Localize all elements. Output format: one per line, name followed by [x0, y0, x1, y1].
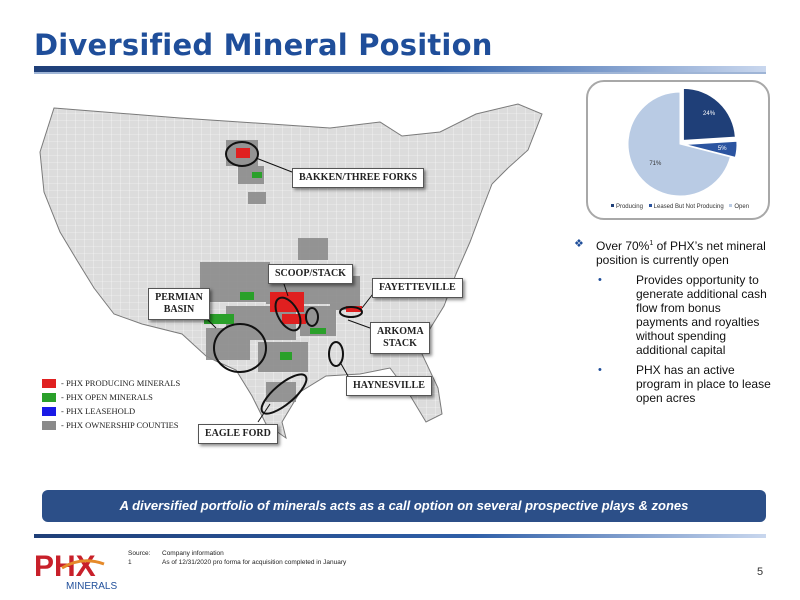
pie-chart: 24% 5% 71%	[627, 87, 738, 197]
pie-legend-dot	[729, 204, 733, 208]
play-ellipses	[213, 141, 363, 415]
legend-swatch	[42, 378, 56, 388]
pie-chart-panel: 24% 5% 71% Producing Leased But Not Produc…	[586, 80, 770, 220]
callout-scoop-stack: SCOOP/STACK	[268, 264, 353, 284]
legend-item-producing: - PHX PRODUCING MINERALS	[42, 377, 180, 389]
legend-label: - PHX OPEN MINERALS	[61, 392, 153, 402]
callout-arkoma: ARKOMA STACK	[370, 322, 430, 354]
pie-data-label: 5%	[718, 146, 727, 152]
page-number: 5	[757, 566, 764, 578]
pie-legend-label: Open	[734, 204, 750, 210]
footnote-text: As of 12/31/2020 pro forma for acquisiti…	[162, 559, 347, 566]
footnote-marker: 1	[649, 240, 654, 247]
legend-swatch	[42, 406, 56, 416]
open-minerals	[204, 172, 326, 360]
footnote-text: Company information	[162, 550, 224, 557]
key-points: ❖ Over 70%1 of PHX’s net mineral positio…	[572, 237, 772, 405]
bullet-sub-2: • PHX has an active program in place to …	[572, 363, 772, 405]
pie-legend-label: Leased But Not Producing	[653, 204, 724, 210]
footnote-label: 1	[128, 559, 132, 566]
dot-bullet-icon: •	[598, 364, 602, 376]
bullet-main: ❖ Over 70%1 of PHX’s net mineral positio…	[572, 237, 772, 267]
us-mineral-map: BAKKEN/THREE FORKS SCOOP/STACK PERMIAN B…	[30, 92, 570, 452]
legend-label: - PHX LEASEHOLD	[61, 406, 136, 416]
footnote-label: Source:	[128, 550, 151, 557]
legend-swatch	[42, 420, 56, 430]
callout-fayetteville: FAYETTEVILLE	[372, 278, 463, 298]
slide-title: Diversified Mineral Position	[34, 28, 493, 62]
pie-legend-dot	[610, 204, 614, 208]
pie-slice-producing	[682, 87, 736, 141]
summary-banner: A diversified portfolio of minerals acts…	[42, 490, 766, 522]
bullet-main-suffix: of PHX’s net mineral position is current…	[596, 239, 766, 267]
footnote-1: 1 As of 12/31/2020 pro forma for acquisit…	[128, 558, 346, 567]
pie-legend-dot	[648, 204, 652, 208]
title-rule-accent	[34, 72, 766, 74]
pie-data-label: 24%	[703, 111, 716, 117]
callout-permian: PERMIAN BASIN	[148, 288, 210, 320]
legend-label: - PHX PRODUCING MINERALS	[61, 378, 181, 388]
legend-item-leasehold: - PHX LEASEHOLD	[42, 405, 135, 417]
phx-minerals-logo: PHX MINERALS	[32, 546, 124, 592]
bullet-sub-text: Provides opportunity to generate additio…	[636, 273, 767, 357]
footnote-source: Source: Company information	[128, 549, 346, 558]
footnotes: Source: Company information 1 As of 12/31/…	[128, 549, 346, 567]
callout-haynesville: HAYNESVILLE	[346, 376, 432, 396]
pie-legend-label: Producing	[615, 204, 643, 210]
logo-word: MINERALS	[66, 581, 117, 592]
bullet-main-prefix: Over 70%	[596, 239, 650, 253]
diamond-bullet-icon: ❖	[574, 238, 584, 250]
map-legend: - PHX PRODUCING MINERALS - PHX OPEN MINE…	[38, 375, 188, 437]
legend-swatch	[42, 392, 56, 402]
callout-bakken: BAKKEN/THREE FORKS	[292, 168, 425, 188]
bullet-sub-text: PHX has an active program in place to le…	[636, 363, 771, 405]
pie-slice-open	[627, 91, 731, 197]
logo-graphic: PHX MINERALS	[34, 550, 117, 592]
title-rule	[34, 66, 766, 72]
legend-label: - PHX OWNERSHIP COUNTIES	[61, 420, 179, 430]
dot-bullet-icon: •	[598, 274, 602, 286]
footer-rule	[34, 534, 766, 538]
bullet-sub-1: • Provides opportunity to generate addit…	[572, 273, 772, 357]
logo-swoosh	[61, 559, 105, 570]
pie-data-label: 71%	[649, 161, 662, 167]
legend-item-ownership: - PHX OWNERSHIP COUNTIES	[42, 419, 179, 431]
callout-eagle-ford: EAGLE FORD	[198, 424, 278, 444]
pie-legend: Producing Leased But Not Producing Open	[588, 204, 768, 210]
pie-slice-leased-but-not-producing	[684, 140, 738, 159]
legend-item-open: - PHX OPEN MINERALS	[42, 391, 153, 403]
